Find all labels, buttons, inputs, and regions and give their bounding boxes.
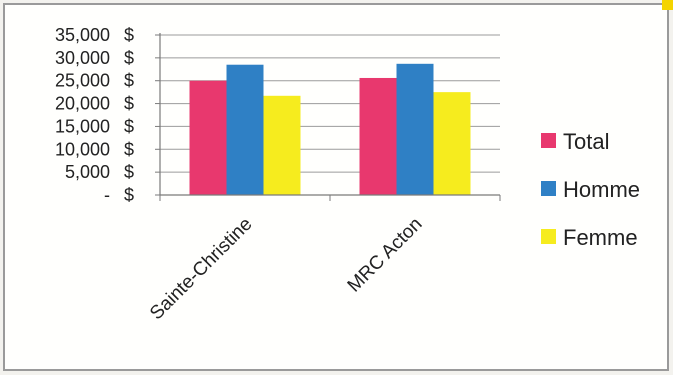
y-tick-label: 25,000 xyxy=(55,71,110,91)
corner-mark xyxy=(662,0,673,10)
bar-femme-1 xyxy=(263,95,301,195)
y-tick-unit: $ xyxy=(124,185,134,205)
y-tick-unit: $ xyxy=(124,71,134,91)
y-tick-label: 15,000 xyxy=(55,116,110,136)
legend-label-total: Total xyxy=(563,129,609,154)
bar-total-2 xyxy=(359,77,397,195)
legend: Total Homme Femme xyxy=(541,129,640,250)
axes xyxy=(155,33,501,201)
y-tick-labels: - $5,000 $10,000 $15,000 $20,000 $25,000 $30,0… xyxy=(55,25,134,205)
bar-femme-2 xyxy=(433,92,471,195)
legend-label-femme: Femme xyxy=(563,225,638,250)
y-tick-unit: $ xyxy=(124,116,134,136)
bar-homme-1 xyxy=(226,64,264,195)
y-tick-label: 5,000 xyxy=(65,162,110,182)
y-tick-label: 30,000 xyxy=(55,48,110,68)
y-tick-label: 20,000 xyxy=(55,94,110,114)
legend-swatch-femme xyxy=(541,229,556,244)
y-tick-unit: $ xyxy=(124,139,134,159)
y-tick-label: - xyxy=(104,185,110,205)
y-tick-unit: $ xyxy=(124,94,134,114)
y-tick-label: 35,000 xyxy=(55,25,110,45)
y-tick-unit: $ xyxy=(124,25,134,45)
legend-swatch-total xyxy=(541,133,556,148)
legend-swatch-homme xyxy=(541,181,556,196)
y-tick-unit: $ xyxy=(124,48,134,68)
bars xyxy=(189,63,471,195)
chart-frame xyxy=(3,3,669,371)
bar-homme-2 xyxy=(396,63,434,195)
bar-total-1 xyxy=(189,80,227,195)
legend-label-homme: Homme xyxy=(563,177,640,202)
y-tick-label: 10,000 xyxy=(55,139,110,159)
y-tick-unit: $ xyxy=(124,162,134,182)
